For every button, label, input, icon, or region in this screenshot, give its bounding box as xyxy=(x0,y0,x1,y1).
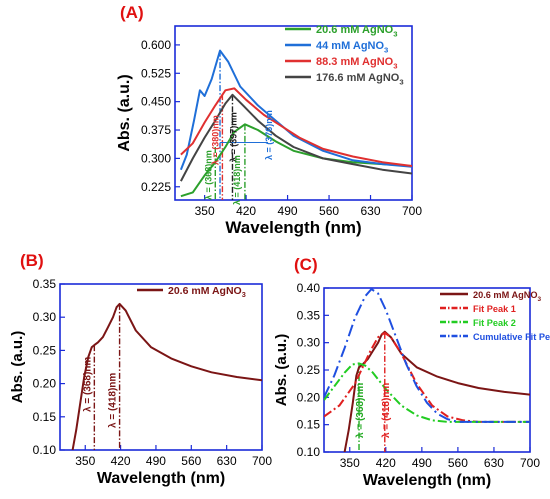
x-tick-label: 560 xyxy=(448,456,468,470)
peak-marker-label: λ = (368)nm xyxy=(82,357,93,412)
series-line xyxy=(180,123,412,198)
legend-label: 20.6 mM AgNO3 xyxy=(168,285,246,299)
y-tick-label: 0.10 xyxy=(297,445,321,459)
plot-frame xyxy=(59,283,263,451)
x-tick-label: 560 xyxy=(319,204,339,218)
x-tick-label: 630 xyxy=(217,454,237,468)
panel-label: (C) xyxy=(294,255,318,274)
y-tick-label: 0.30 xyxy=(33,310,57,324)
y-axis-title: Abs. (a.u.) xyxy=(273,334,290,407)
y-tick-label: 0.35 xyxy=(33,277,57,291)
peak-marker-label: λ = (380)nm xyxy=(210,115,220,165)
x-tick-label: 350 xyxy=(75,454,95,468)
plot-frame xyxy=(174,25,413,201)
x-tick-label: 700 xyxy=(520,456,540,470)
y-tick-label: 0.300 xyxy=(141,151,171,165)
x-tick-label: 350 xyxy=(340,456,360,470)
chart-panel-3: (C) 350 420 490 560 630 700 0.10 0.15 0.20 0.25 0.3… xyxy=(273,255,550,489)
x-tick-label: 490 xyxy=(146,454,166,468)
legend-label: Fit Peak 1 xyxy=(473,304,516,314)
x-tick-label: 560 xyxy=(181,454,201,468)
panel-label: (B) xyxy=(20,251,44,270)
x-tick-label: 420 xyxy=(376,456,396,470)
chart-panel-1: (A) 350 420 490 560 630 700 0.225 0.300 0.375 0.45… xyxy=(116,3,422,237)
x-tick-label: 630 xyxy=(361,204,381,218)
legend-label: Fit Peak 2 xyxy=(473,318,516,328)
y-axis-title: Abs. (a.u.) xyxy=(9,331,26,404)
x-tick-label: 700 xyxy=(252,454,272,468)
peak-marker-label: λ = (418)nm xyxy=(381,383,392,438)
peak-marker-label: λ = (418)nm xyxy=(232,155,242,205)
legend-label: 176.6 mM AgNO3 xyxy=(316,72,404,86)
y-tick-label: 0.600 xyxy=(141,38,171,52)
y-tick-label: 0.375 xyxy=(141,123,171,137)
y-tick-label: 0.15 xyxy=(297,418,321,432)
series-line xyxy=(71,302,262,450)
y-tick-label: 0.25 xyxy=(33,343,57,357)
peak-marker-label: λ = (397)nm xyxy=(228,112,238,162)
y-tick-label: 0.20 xyxy=(33,377,57,391)
x-tick-label: 420 xyxy=(111,454,131,468)
series-line xyxy=(324,288,530,423)
peak-marker-label: λ = (368)nm xyxy=(355,383,366,438)
chart-panel-2: (B) 350 420 490 560 630 700 0.10 0.15 0.20 0.25 0.3… xyxy=(9,251,272,487)
peak-marker-label: λ = (368)nm xyxy=(203,150,213,200)
x-tick-label: 700 xyxy=(402,204,422,218)
x-axis-title: Wavelength (nm) xyxy=(97,470,225,487)
x-tick-label: 630 xyxy=(484,456,504,470)
series-line xyxy=(343,330,530,452)
y-tick-label: 0.25 xyxy=(297,363,321,377)
series-line xyxy=(179,49,412,171)
x-axis-title: Wavelength (nm) xyxy=(363,472,491,489)
legend-label: 20.6 mM AgNO3 xyxy=(316,24,398,38)
peak-marker-label: λ = (418)nm xyxy=(108,373,119,428)
legend-label: 20.6 mM AgNO3 xyxy=(473,290,542,303)
x-tick-label: 490 xyxy=(278,204,298,218)
series-line xyxy=(180,93,412,182)
y-tick-label: 0.450 xyxy=(141,95,171,109)
legend-label: Cumulative Fit Peak xyxy=(473,332,550,342)
y-tick-label: 0.225 xyxy=(141,180,171,194)
y-tick-label: 0.20 xyxy=(297,390,321,404)
series-group xyxy=(324,288,530,452)
x-axis-title: Wavelength (nm) xyxy=(225,218,361,237)
legend-label: 44 mM AgNO3 xyxy=(316,40,388,54)
y-tick-label: 0.525 xyxy=(141,66,171,80)
x-tick-label: 350 xyxy=(195,204,215,218)
series-line xyxy=(180,87,412,167)
panel-label: (A) xyxy=(120,3,144,22)
y-tick-label: 0.15 xyxy=(33,410,57,424)
y-tick-label: 0.40 xyxy=(297,281,321,295)
x-tick-label: 420 xyxy=(236,204,256,218)
x-tick-label: 490 xyxy=(412,456,432,470)
y-tick-label: 0.10 xyxy=(33,443,57,457)
y-tick-label: 0.35 xyxy=(297,308,321,322)
y-tick-label: 0.30 xyxy=(297,336,321,350)
series-group xyxy=(71,302,262,450)
series-group xyxy=(179,49,412,200)
peak-marker-label: λ = (376)nm xyxy=(264,110,274,160)
y-axis-title: Abs. (a.u.) xyxy=(116,74,133,151)
legend-label: 88.3 mM AgNO3 xyxy=(316,56,398,70)
